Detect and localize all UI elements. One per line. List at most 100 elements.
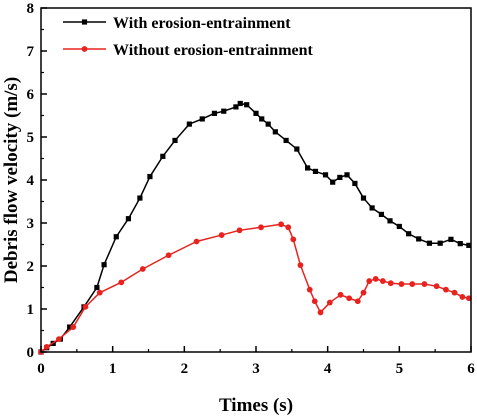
plot-frame	[40, 7, 472, 353]
y-tick-label: 8	[27, 1, 35, 17]
data-point	[253, 110, 259, 116]
data-point	[337, 291, 344, 298]
data-point	[218, 232, 225, 238]
data-point	[67, 324, 73, 330]
data-point	[457, 241, 463, 247]
data-point	[433, 283, 440, 290]
data-point	[354, 298, 361, 305]
y-tick-label: 4	[27, 173, 35, 189]
data-point	[233, 104, 239, 110]
data-point	[211, 110, 218, 116]
data-point	[387, 280, 394, 287]
x-tick-label: 1	[109, 361, 117, 377]
data-point	[360, 289, 367, 296]
data-point	[322, 172, 329, 178]
series-line	[40, 223, 469, 353]
data-point	[237, 100, 243, 107]
y-tick-label: 5	[27, 130, 35, 146]
y-tick-label: 2	[27, 259, 35, 275]
data-point	[294, 146, 300, 152]
series-line	[40, 102, 469, 353]
data-point	[265, 121, 271, 127]
data-point	[147, 173, 153, 180]
data-point	[378, 211, 385, 217]
data-point	[305, 165, 311, 171]
legend-entry: Without erosion-entrainment	[63, 42, 314, 59]
data-point	[330, 179, 336, 185]
x-tick-label: 4	[324, 361, 332, 377]
data-point	[317, 309, 324, 316]
x-tick-label: 5	[396, 361, 404, 377]
data-point	[70, 324, 77, 330]
data-point	[125, 216, 132, 222]
data-point	[199, 116, 205, 122]
data-point	[165, 252, 172, 259]
data-point	[406, 231, 412, 237]
data-point	[416, 236, 422, 242]
data-point	[398, 281, 405, 287]
data-point	[43, 343, 50, 350]
data-point	[344, 172, 350, 178]
data-point	[186, 121, 192, 127]
data-point	[236, 227, 243, 234]
y-tick-label: 7	[27, 44, 35, 60]
data-point	[337, 174, 343, 181]
x-tick-label: 2	[181, 361, 189, 377]
x-tick-label: 0	[37, 361, 45, 377]
data-point	[426, 240, 433, 246]
data-point	[443, 286, 449, 293]
data-point	[285, 224, 292, 231]
legend: With erosion-entrainment Without erosion-…	[63, 15, 314, 59]
data-point	[311, 298, 318, 305]
data-point	[387, 218, 393, 224]
legend-entry: With erosion-entrainment	[63, 15, 291, 32]
data-point	[306, 286, 313, 293]
data-point	[283, 137, 289, 144]
data-point	[96, 289, 103, 296]
data-point	[290, 236, 297, 243]
data-point	[379, 278, 386, 284]
data-point	[259, 116, 265, 122]
data-point	[409, 281, 416, 287]
data-point	[312, 168, 319, 174]
series-2	[38, 221, 472, 355]
data-point	[459, 294, 466, 300]
data-point	[369, 205, 375, 211]
data-point	[372, 276, 379, 282]
data-point	[160, 153, 166, 159]
data-point	[101, 262, 107, 268]
data-point	[466, 242, 472, 248]
axes-layer	[40, 7, 472, 353]
y-tick-label: 1	[27, 302, 35, 318]
data-point	[221, 108, 227, 114]
data-point	[118, 279, 125, 286]
y-tick-label: 6	[27, 87, 35, 103]
data-point	[139, 266, 146, 272]
data-point	[346, 295, 353, 302]
x-tick-label: 3	[252, 361, 260, 377]
series-1	[38, 100, 472, 355]
data-point	[437, 240, 443, 246]
data-point	[94, 284, 100, 291]
data-point	[56, 336, 62, 342]
data-point	[451, 289, 458, 296]
y-tick-label: 3	[27, 216, 35, 232]
data-point	[366, 278, 373, 284]
data-point	[278, 221, 284, 228]
data-point	[258, 224, 264, 231]
data-point	[272, 129, 278, 135]
legend-marker	[81, 19, 88, 25]
series-layer	[38, 100, 472, 355]
data-point	[113, 234, 119, 240]
ticks-layer: 0 1 2 3 4 5 6 0 1 2 3 4 5 6 7 8	[27, 1, 476, 377]
data-point	[193, 238, 200, 245]
data-point	[360, 195, 367, 201]
data-point	[396, 223, 402, 230]
y-axis-label: Debris flow velocity (m/s)	[1, 77, 22, 283]
data-point	[326, 299, 333, 306]
legend-label: With erosion-entrainment	[113, 15, 291, 32]
data-point	[137, 195, 143, 201]
x-axis-label: Times (s)	[219, 395, 293, 416]
data-point	[244, 102, 250, 108]
